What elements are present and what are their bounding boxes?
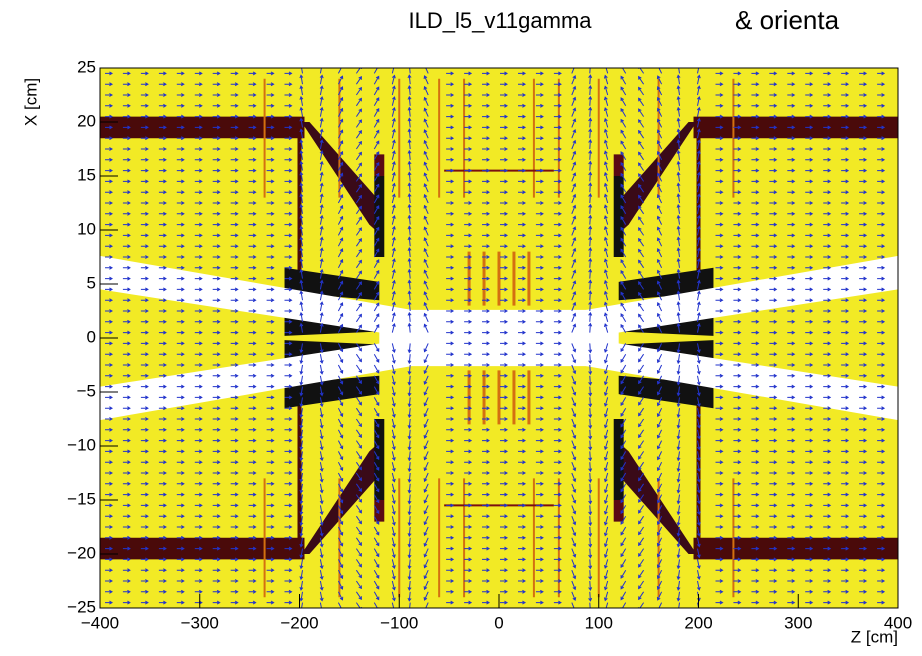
quad-block (614, 419, 624, 500)
x-tick-label: 400 (884, 613, 912, 632)
quad-block (374, 419, 384, 500)
plot-area (100, 64, 898, 611)
y-axis-label: X [cm] (21, 78, 40, 126)
quad-block (374, 176, 384, 257)
x-tick-label: −200 (280, 613, 318, 632)
yoke-edge (298, 122, 302, 273)
y-tick-label: −10 (67, 435, 96, 454)
y-tick-label: 5 (87, 273, 96, 292)
x-tick-label: 200 (684, 613, 712, 632)
yoke-band (694, 538, 898, 560)
y-tick-label: 20 (77, 111, 96, 130)
chart-title: ILD_l5_v11gamma (408, 8, 592, 33)
beam-pipe-center (379, 310, 618, 366)
x-tick-label: 0 (494, 613, 503, 632)
chart: ILD_l5_v11gamma & orienta X [cm] Z [cm] … (0, 0, 922, 656)
quad-block (614, 176, 624, 257)
annotation: & orienta (735, 5, 840, 35)
yoke-edge (298, 403, 302, 554)
y-tick-label: −20 (67, 543, 96, 562)
y-tick-label: 0 (87, 327, 96, 346)
y-tick-label: 15 (77, 165, 96, 184)
x-tick-label: 300 (784, 613, 812, 632)
y-tick-label: 25 (77, 57, 96, 76)
y-tick-label: −5 (77, 381, 96, 400)
x-tick-label: −100 (380, 613, 418, 632)
y-tick-label: −15 (67, 489, 96, 508)
y-tick-label: −25 (67, 597, 96, 616)
y-tick-label: 10 (77, 219, 96, 238)
yoke-band (694, 117, 898, 139)
x-tick-label: 100 (585, 613, 613, 632)
x-tick-label: −300 (181, 613, 219, 632)
